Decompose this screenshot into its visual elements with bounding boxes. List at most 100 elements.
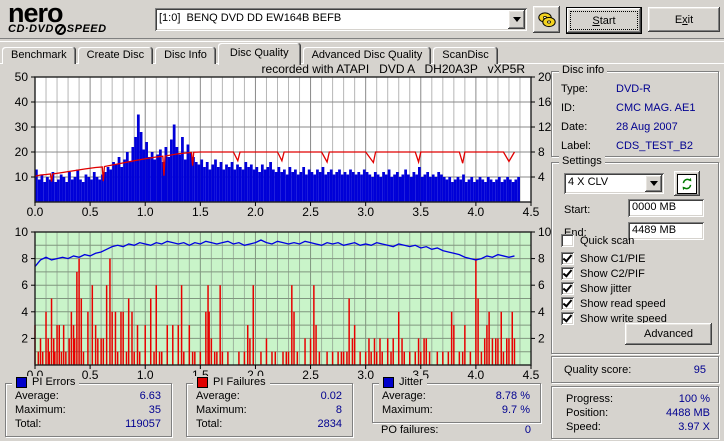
chevron-down-icon: [649, 181, 658, 186]
pi-errors-stats-group: PI Errors Average: 6.63 Maximum: 35 Total:…: [5, 376, 172, 437]
disc-info-row-id: ID: CMC MAG. AE1: [561, 101, 696, 114]
exit-button[interactable]: Exit: [648, 7, 720, 32]
disc-info-group: Disc info Type: DVD-R ID: CMC MAG. AE1 Dat…: [551, 64, 719, 157]
progress-row: Progress: 100 %: [566, 393, 710, 405]
tab-scandisc[interactable]: ScanDisc: [433, 47, 498, 64]
tab-disc-info[interactable]: Disc Info: [155, 47, 216, 64]
quality-score-value: 95: [693, 363, 706, 376]
svg-text:2: 2: [21, 331, 28, 345]
refresh-button[interactable]: [674, 171, 700, 196]
quality-score-panel: Quality score: 95: [551, 356, 719, 383]
recorded-with-label: recorded with ATAPI DVD A DH20A3P vXP5R: [261, 62, 525, 76]
pi-failures-stats-group: PI Failures Average: 0.02 Maximum: 8 Total…: [186, 376, 353, 437]
svg-text:2.5: 2.5: [302, 205, 319, 219]
speed-row: Speed: 3.97 X: [566, 421, 710, 433]
advanced-button[interactable]: Advanced: [625, 323, 712, 345]
brand-product-suffix: SPEED: [66, 23, 107, 35]
svg-text:10: 10: [538, 225, 552, 239]
tab-benchmark[interactable]: Benchmark: [2, 47, 76, 64]
pi-errors-title: PI Errors: [32, 376, 76, 388]
toolbar-divider: [0, 38, 724, 42]
checkbox-icon[interactable]: [561, 234, 574, 247]
po-failures-row: PO failures: 0: [381, 424, 531, 436]
svg-text:3.0: 3.0: [357, 368, 374, 382]
pi-errors-maximum-row: Maximum: 35: [15, 404, 161, 416]
checkbox-show-write-speed[interactable]: Show write speed: [561, 312, 667, 325]
svg-text:4.5: 4.5: [523, 368, 540, 382]
pi-errors-swatch: [16, 376, 27, 388]
drive-combobox[interactable]: [1:0] BENQ DVD DD EW164B BEFB: [155, 8, 527, 31]
pi-failures-maximum-row: Maximum: 8: [196, 404, 342, 416]
checkbox-icon[interactable]: [561, 252, 574, 265]
svg-text:3.0: 3.0: [357, 205, 374, 219]
drive-combobox-value: [1:0] BENQ DVD DD EW164B BEFB: [159, 12, 342, 24]
svg-text:8: 8: [21, 252, 28, 266]
svg-text:6: 6: [21, 278, 28, 292]
pi-failures-title: PI Failures: [213, 376, 266, 388]
settings-title: Settings: [559, 155, 605, 167]
pi-errors-average-row: Average: 6.63: [15, 390, 161, 402]
svg-text:4: 4: [538, 170, 545, 184]
jitter-stats-group: Jitter Average: 8.78 % Maximum: 9.7 %: [372, 376, 541, 423]
brand-name: nero: [8, 0, 64, 28]
nero-logo: nero CD·DVD SPEED: [8, 0, 138, 35]
svg-text:12: 12: [538, 120, 552, 134]
svg-text:8: 8: [538, 145, 545, 159]
checkbox-show-c1-pie[interactable]: Show C1/PIE: [561, 252, 645, 265]
end-position-field[interactable]: 4489 MB: [628, 222, 704, 240]
disc-info-row-date: Date: 28 Aug 2007: [561, 120, 678, 133]
eject-disc-button[interactable]: [533, 6, 560, 33]
checkbox-icon[interactable]: [561, 267, 574, 280]
refresh-icon: [682, 177, 692, 190]
pi-errors-chart: 10 20 30 40 50 4 8 12 16 20 0.0 0.5 1.0 1.5 2.0 2.5 3.0 3…: [15, 70, 552, 219]
checkbox-icon[interactable]: [561, 312, 574, 325]
checkbox-quick-scan[interactable]: Quick scan: [561, 234, 634, 247]
svg-text:3.5: 3.5: [412, 205, 429, 219]
brand-product-prefix: CD·DVD: [8, 23, 54, 35]
svg-text:20: 20: [538, 70, 552, 84]
scan-speed-value: 4 X CLV: [568, 176, 609, 188]
disc-logo-icon: [54, 23, 66, 35]
checkbox-icon[interactable]: [561, 282, 574, 295]
pi-errors-total-row: Total: 119057: [15, 418, 161, 430]
svg-text:0.0: 0.0: [27, 205, 44, 219]
svg-text:4.0: 4.0: [468, 368, 485, 382]
svg-text:0.5: 0.5: [82, 368, 99, 382]
drive-combobox-arrow-button[interactable]: [508, 10, 525, 29]
start-button[interactable]: Start: [566, 7, 642, 34]
position-row: Position: 4488 MB: [566, 407, 710, 419]
svg-text:4: 4: [21, 305, 28, 319]
tab-strip: Benchmark Create Disc Disc Info Disc Qua…: [2, 42, 500, 65]
checkbox-show-c2-pif[interactable]: Show C2/PIF: [561, 267, 645, 280]
scan-speed-combobox-arrow-button[interactable]: [645, 175, 662, 192]
svg-text:10: 10: [15, 170, 29, 184]
svg-text:8: 8: [538, 252, 545, 266]
checkbox-show-jitter[interactable]: Show jitter: [561, 282, 631, 295]
svg-text:4.0: 4.0: [468, 205, 485, 219]
svg-text:2: 2: [538, 331, 545, 345]
svg-text:1.5: 1.5: [192, 205, 209, 219]
disc-info-title: Disc info: [559, 64, 608, 76]
disc-info-row-type: Type: DVD-R: [561, 82, 651, 95]
tab-disc-quality[interactable]: Disc Quality: [217, 43, 301, 65]
tab-advanced-disc-quality[interactable]: Advanced Disc Quality: [302, 47, 432, 64]
discs-icon: [537, 11, 556, 27]
svg-text:50: 50: [15, 70, 29, 84]
svg-text:20: 20: [15, 145, 29, 159]
scan-speed-combobox[interactable]: 4 X CLV: [564, 173, 664, 194]
svg-text:6: 6: [538, 278, 545, 292]
tab-create-disc[interactable]: Create Disc: [77, 47, 154, 64]
checkbox-show-read-speed[interactable]: Show read speed: [561, 297, 666, 310]
pi-failures-total-row: Total: 2834: [196, 418, 342, 430]
start-position-label: Start:: [564, 204, 591, 216]
svg-text:4.5: 4.5: [523, 205, 540, 219]
start-position-field[interactable]: 0000 MB: [628, 199, 704, 217]
progress-panel: Progress: 100 % Position: 4488 MB Speed: 3.…: [551, 386, 719, 439]
jitter-swatch: [383, 376, 394, 388]
svg-text:0.5: 0.5: [82, 205, 99, 219]
checkbox-icon[interactable]: [561, 297, 574, 310]
jitter-maximum-row: Maximum: 9.7 %: [382, 404, 530, 416]
svg-text:2.5: 2.5: [302, 368, 319, 382]
svg-text:10: 10: [15, 225, 29, 239]
